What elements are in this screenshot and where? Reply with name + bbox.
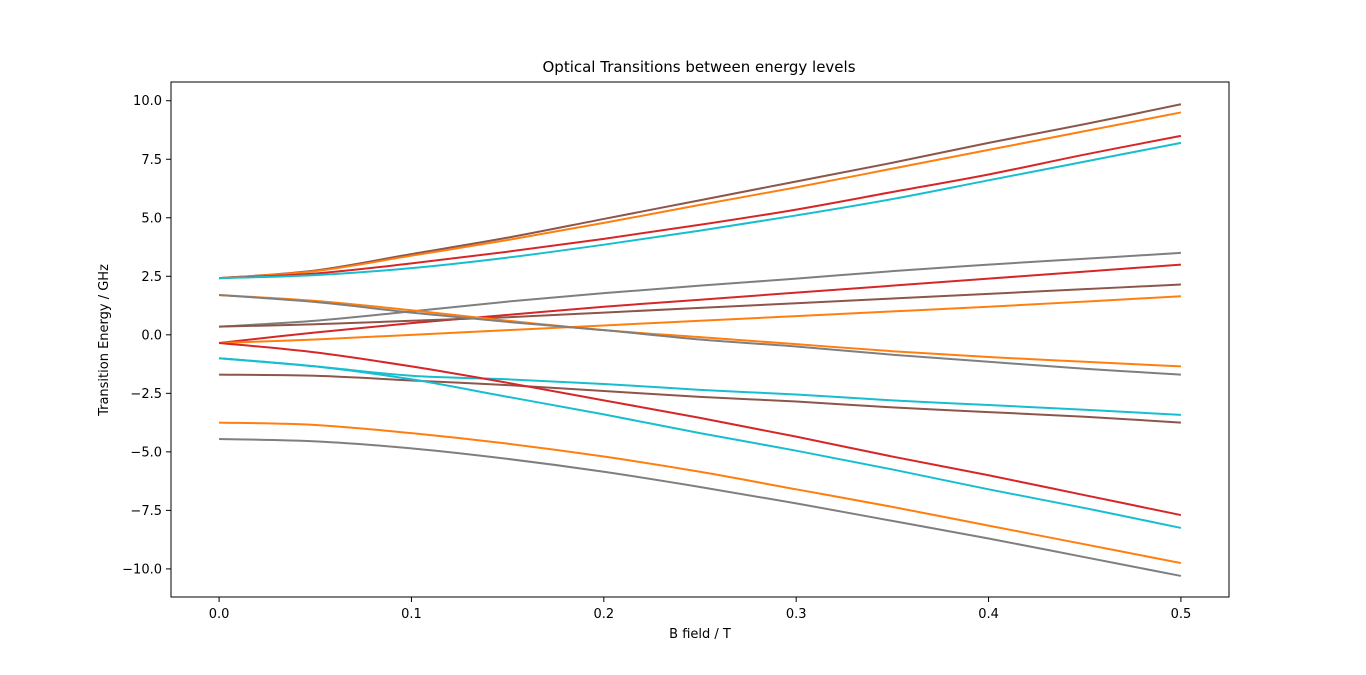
y-axis: 10.0 7.5 5.0 2.5 0.0 −2.5 −5.0 −7.5 −10.0 xyxy=(122,94,171,577)
series-line-12 xyxy=(219,373,1181,424)
x-axis: 0.0 0.1 0.2 0.3 0.4 0.5 xyxy=(209,597,1192,622)
series-line-1 xyxy=(219,103,1182,280)
y-tick-label: 7.5 xyxy=(141,153,162,168)
x-tick-label: 0.5 xyxy=(1171,607,1192,622)
chart-title: Optical Transitions between energy level… xyxy=(542,58,855,76)
plot-frame xyxy=(170,81,1230,598)
series-line-11 xyxy=(219,357,1181,416)
series-line-8 xyxy=(219,295,1181,345)
series-line-2 xyxy=(219,111,1182,280)
y-tick-label: 5.0 xyxy=(141,211,162,226)
y-tick-label: 0.0 xyxy=(141,328,162,343)
x-tick-label: 0.3 xyxy=(786,607,807,622)
y-tick-label: −5.0 xyxy=(130,445,162,460)
y-tick-label: 2.5 xyxy=(141,270,162,285)
series-line-16 xyxy=(219,437,1182,577)
y-tick-label: −7.5 xyxy=(130,504,162,519)
y-tick-label: 10.0 xyxy=(133,94,162,109)
series-line-3 xyxy=(219,134,1182,280)
y-axis-label: Transition Energy / GHz xyxy=(97,264,112,417)
x-tick-label: 0.2 xyxy=(593,607,614,622)
x-tick-label: 0.1 xyxy=(401,607,422,622)
series-line-10 xyxy=(219,294,1181,376)
series-line-6 xyxy=(218,263,1181,345)
x-axis-label: B field / T xyxy=(669,627,731,642)
series-layer xyxy=(218,103,1182,577)
series-line-9 xyxy=(219,294,1181,368)
series-line-7 xyxy=(219,283,1181,328)
series-line-13 xyxy=(218,342,1182,517)
series-line-5 xyxy=(219,251,1181,328)
x-tick-label: 0.0 xyxy=(209,607,230,622)
x-tick-label: 0.4 xyxy=(978,607,999,622)
y-tick-label: −10.0 xyxy=(122,562,162,577)
series-line-14 xyxy=(219,357,1182,529)
series-line-4 xyxy=(219,141,1182,280)
y-tick-label: −2.5 xyxy=(130,387,162,402)
series-line-15 xyxy=(219,421,1182,565)
